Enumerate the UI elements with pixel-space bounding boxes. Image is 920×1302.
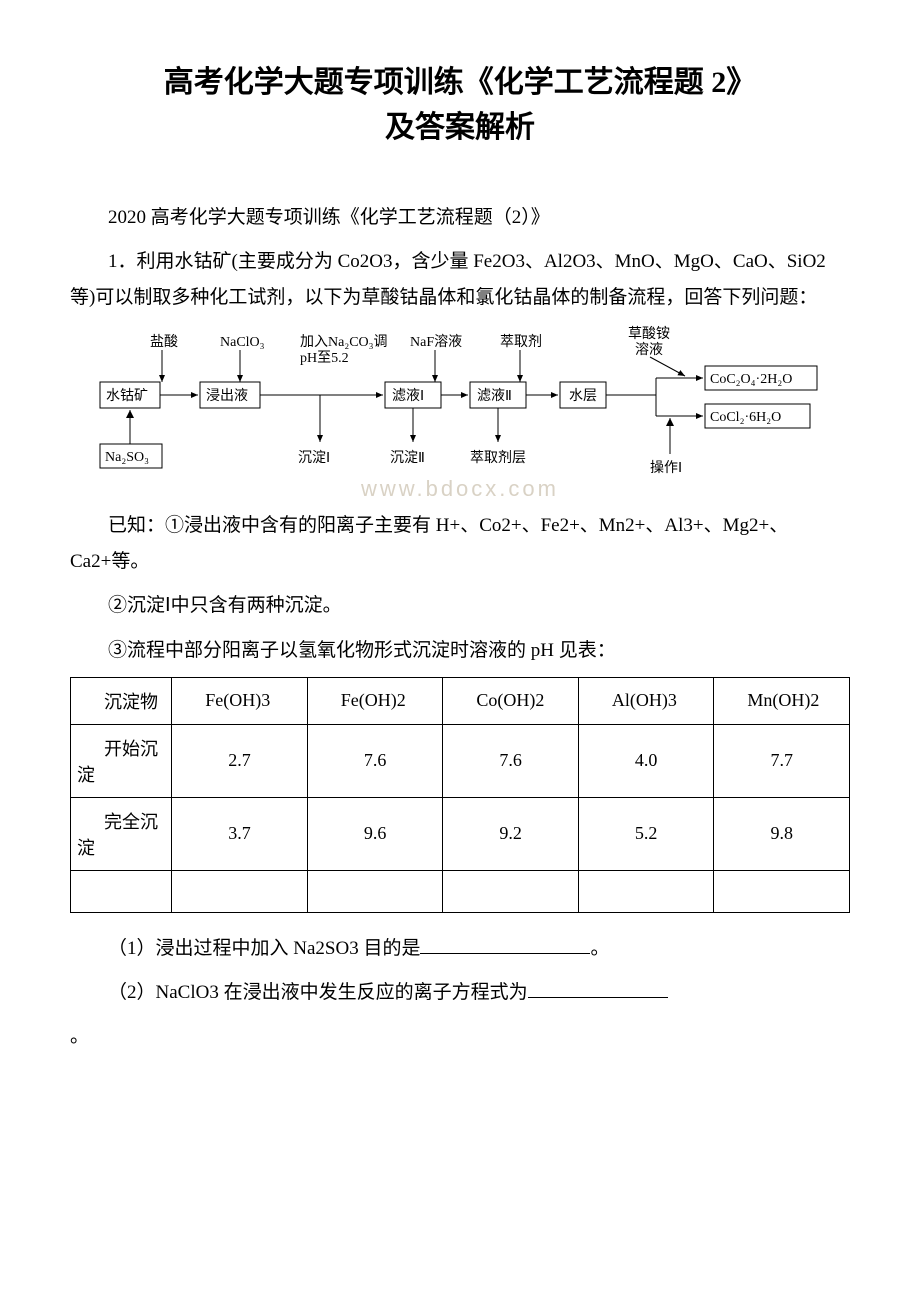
known-2: ②沉淀Ⅰ中只含有两种沉淀。 [70, 588, 850, 624]
page-title: 高考化学大题专项训练《化学工艺流程题 2》 及答案解析 [70, 60, 850, 150]
blank-1 [420, 933, 590, 954]
flow-diagram: .t { font-family: "SimSun","Songti SC",s… [70, 324, 850, 492]
box-shuiceng: 水层 [569, 388, 597, 404]
lbl-cuquceng: 萃取剂层 [470, 450, 526, 466]
lbl-na2co3-2: pH至5.2 [300, 351, 349, 366]
ph-table: 沉淀物 Fe(OH)3 Fe(OH)2 Co(OH)2 Al(OH)3 Mn(O… [70, 677, 850, 913]
box-na2so3: Na₂SO₃ [105, 450, 149, 465]
r0c0: 开始沉淀 [77, 735, 165, 787]
q1-2-post: 。 [70, 1026, 89, 1047]
r0c4: 4.0 [578, 724, 714, 797]
lbl-naclo3: NaClO₃ [220, 335, 265, 350]
lbl-chen1: 沉淀Ⅰ [298, 450, 330, 466]
table-row: 开始沉淀 2.7 7.6 7.6 4.0 7.7 [71, 724, 850, 797]
q1-2-tail: 。 [70, 1019, 850, 1055]
table-row: 完全沉淀 3.7 9.6 9.2 5.2 9.8 [71, 797, 850, 870]
q1-2-pre: （2）NaClO3 在浸出液中发生反应的离子方程式为 [108, 982, 528, 1003]
q1-2: （2）NaClO3 在浸出液中发生反应的离子方程式为 [70, 975, 850, 1011]
q1-1: （1）浸出过程中加入 Na2SO3 目的是 。 [70, 931, 850, 967]
r1c1: 3.7 [172, 797, 308, 870]
box-coc2o4: CoC₂O₄·2H₂O [710, 372, 792, 387]
r1c2: 9.6 [307, 797, 443, 870]
lbl-naf: NaF溶液 [410, 334, 462, 350]
r0c3: 7.6 [443, 724, 579, 797]
lbl-cuqu: 萃取剂 [500, 334, 542, 350]
lbl-na2co3-1: 加入Na₂CO₃调 [300, 334, 388, 350]
box-shuiku: 水钴矿 [106, 388, 148, 404]
blank-2 [528, 977, 668, 998]
r1c5: 9.8 [714, 797, 850, 870]
r1c3: 9.2 [443, 797, 579, 870]
th-0: 沉淀物 [77, 688, 165, 714]
r1c4: 5.2 [578, 797, 714, 870]
th-3: Co(OH)2 [449, 690, 572, 711]
q1-1-pre: （1）浸出过程中加入 Na2SO3 目的是 [108, 938, 420, 959]
subhead: 2020 高考化学大题专项训练《化学工艺流程题（2）》 [70, 200, 850, 236]
lbl-caosuan2: 溶液 [635, 342, 663, 358]
table-row [71, 870, 850, 912]
flow-svg: .t { font-family: "SimSun","Songti SC",s… [90, 324, 830, 492]
title-line-2: 及答案解析 [70, 105, 850, 150]
q1-stem: 1．利用水钴矿(主要成分为 Co2O3，含少量 Fe2O3、Al2O3、MnO、… [70, 244, 850, 316]
title-line-1: 高考化学大题专项训练《化学工艺流程题 2》 [70, 60, 850, 105]
box-lv1: 滤液Ⅰ [392, 388, 424, 404]
q1-1-post: 。 [590, 938, 609, 959]
box-cocl2: CoCl₂·6H₂O [710, 410, 781, 425]
th-2: Fe(OH)2 [314, 690, 437, 711]
lbl-chen2: 沉淀Ⅱ [390, 450, 425, 466]
lbl-caozuo: 操作Ⅰ [650, 460, 682, 476]
box-jinchu: 浸出液 [206, 388, 248, 404]
r0c1: 2.7 [172, 724, 308, 797]
r0c2: 7.6 [307, 724, 443, 797]
r1c0: 完全沉淀 [77, 808, 165, 860]
box-lv2: 滤液Ⅱ [477, 388, 512, 404]
known-3: ③流程中部分阳离子以氢氧化物形式沉淀时溶液的 pH 见表： [70, 633, 850, 669]
lbl-caosuan1: 草酸铵 [628, 326, 670, 342]
table-row: 沉淀物 Fe(OH)3 Fe(OH)2 Co(OH)2 Al(OH)3 Mn(O… [71, 677, 850, 724]
th-5: Mn(OH)2 [720, 690, 843, 711]
th-4: Al(OH)3 [585, 690, 708, 711]
th-1: Fe(OH)3 [178, 690, 301, 711]
lbl-yansuan: 盐酸 [150, 334, 178, 350]
r0c5: 7.7 [714, 724, 850, 797]
known-1: 已知：①浸出液中含有的阳离子主要有 H+、Co2+、Fe2+、Mn2+、Al3+… [70, 508, 850, 580]
